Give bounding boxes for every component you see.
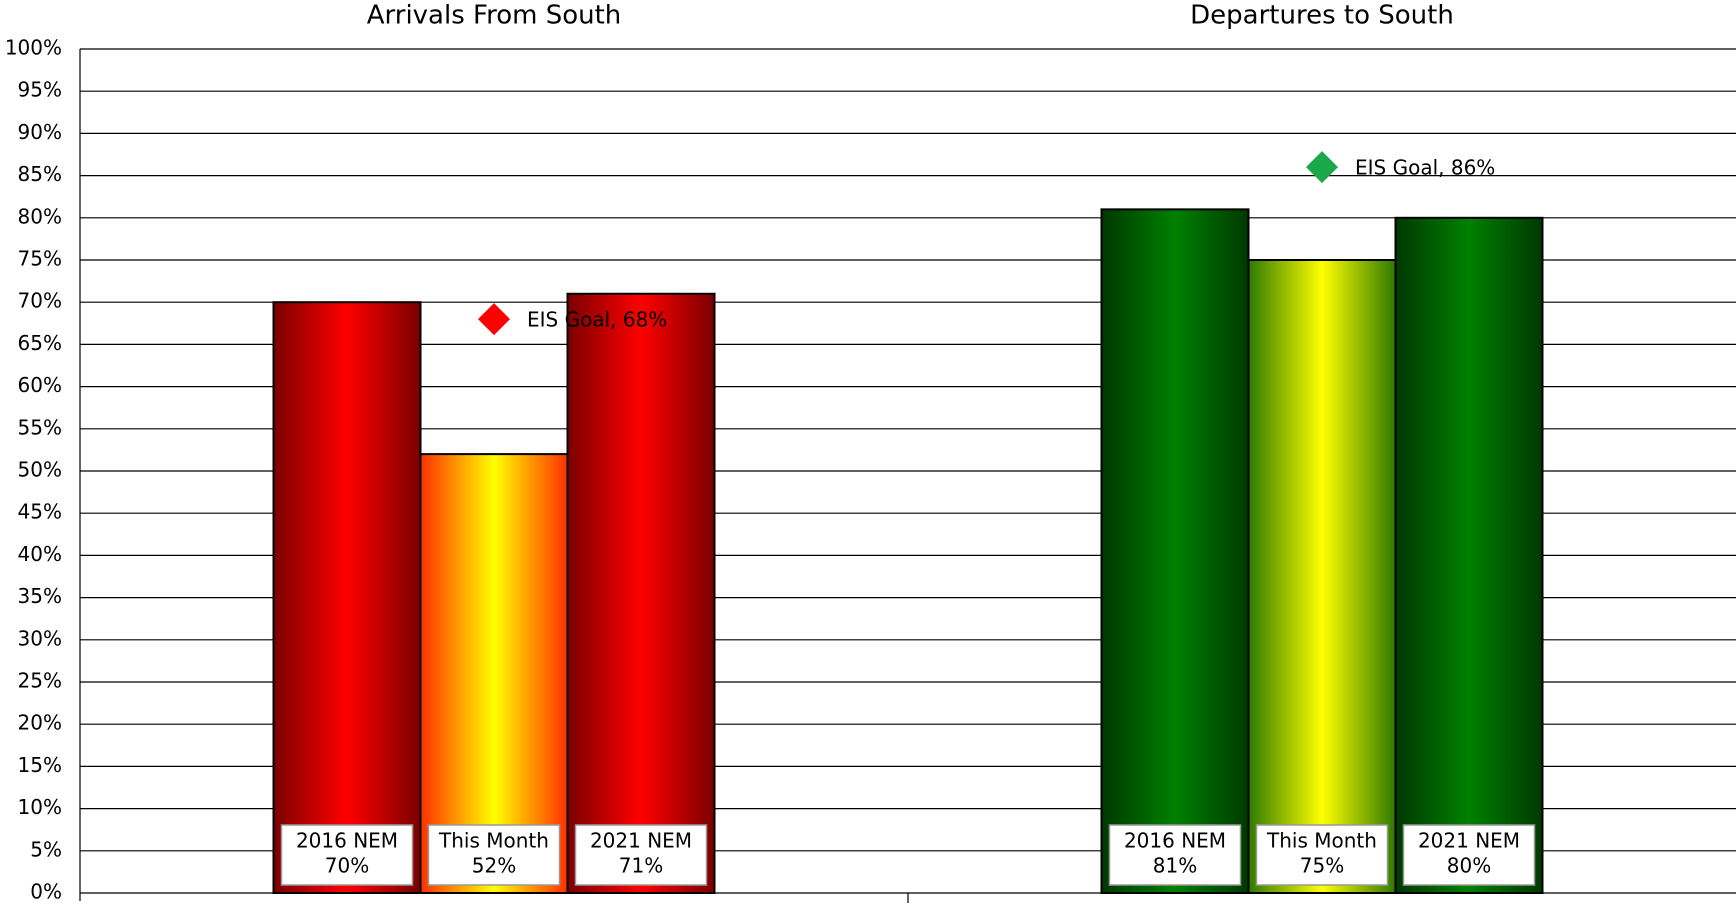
group-title: Arrivals From South (367, 1, 622, 31)
bar (1100, 208, 1250, 895)
bar-label-box (427, 824, 561, 886)
bar (566, 292, 716, 894)
bar-label-box (280, 824, 414, 886)
y-tick-label: 70% (18, 289, 62, 313)
y-tick-label: 100% (5, 36, 62, 60)
y-tick-label: 90% (18, 120, 62, 144)
y-tick-label: 65% (18, 331, 62, 355)
bar-value-label: 75% (1300, 854, 1344, 878)
bar-value-label: 80% (1447, 854, 1491, 878)
y-tick-label: 50% (18, 458, 62, 482)
goal-marker (1306, 151, 1338, 184)
y-tick-label: 55% (18, 415, 62, 439)
goal-label: EIS Goal, 86% (1355, 156, 1495, 180)
bar (1394, 216, 1544, 895)
y-tick-label: 25% (18, 669, 62, 693)
y-tick-label: 60% (18, 373, 62, 397)
bar-label-name: 2016 NEM (1124, 829, 1226, 853)
y-tick-label: 0% (30, 880, 62, 904)
goal-marker (478, 303, 510, 336)
bar-value-label: 70% (325, 854, 369, 878)
y-tick-label: 20% (18, 711, 62, 735)
bar-label-box (574, 824, 708, 886)
y-tick-label: 85% (18, 162, 62, 186)
bar-label-name: This Month (438, 829, 549, 853)
group-title: Departures to South (1190, 1, 1454, 31)
y-tick-label: 5% (30, 837, 62, 861)
bar-label-name: This Month (1266, 829, 1377, 853)
bar (272, 301, 422, 894)
y-tick-label: 45% (18, 500, 62, 524)
y-tick-label: 10% (18, 795, 62, 819)
bar-label-name: 2021 NEM (590, 829, 692, 853)
y-tick-label: 95% (18, 78, 62, 102)
bar-label-name: 2021 NEM (1418, 829, 1520, 853)
y-tick-label: 80% (18, 204, 62, 228)
goal-label: EIS Goal, 68% (527, 308, 667, 332)
y-tick-label: 35% (18, 584, 62, 608)
y-tick-label: 40% (18, 542, 62, 566)
y-tick-label: 30% (18, 626, 62, 650)
bar-label-box (1402, 824, 1536, 886)
bar-label-name: 2016 NEM (296, 829, 398, 853)
bar-value-label: 71% (619, 854, 663, 878)
bar (1247, 259, 1397, 894)
bar-value-label: 81% (1153, 854, 1197, 878)
bar-value-label: 52% (472, 854, 516, 878)
bar-label-box (1108, 824, 1242, 886)
bar-label-box (1255, 824, 1389, 886)
y-tick-label: 75% (18, 247, 62, 271)
y-tick-label: 15% (18, 753, 62, 777)
bar (419, 453, 569, 894)
